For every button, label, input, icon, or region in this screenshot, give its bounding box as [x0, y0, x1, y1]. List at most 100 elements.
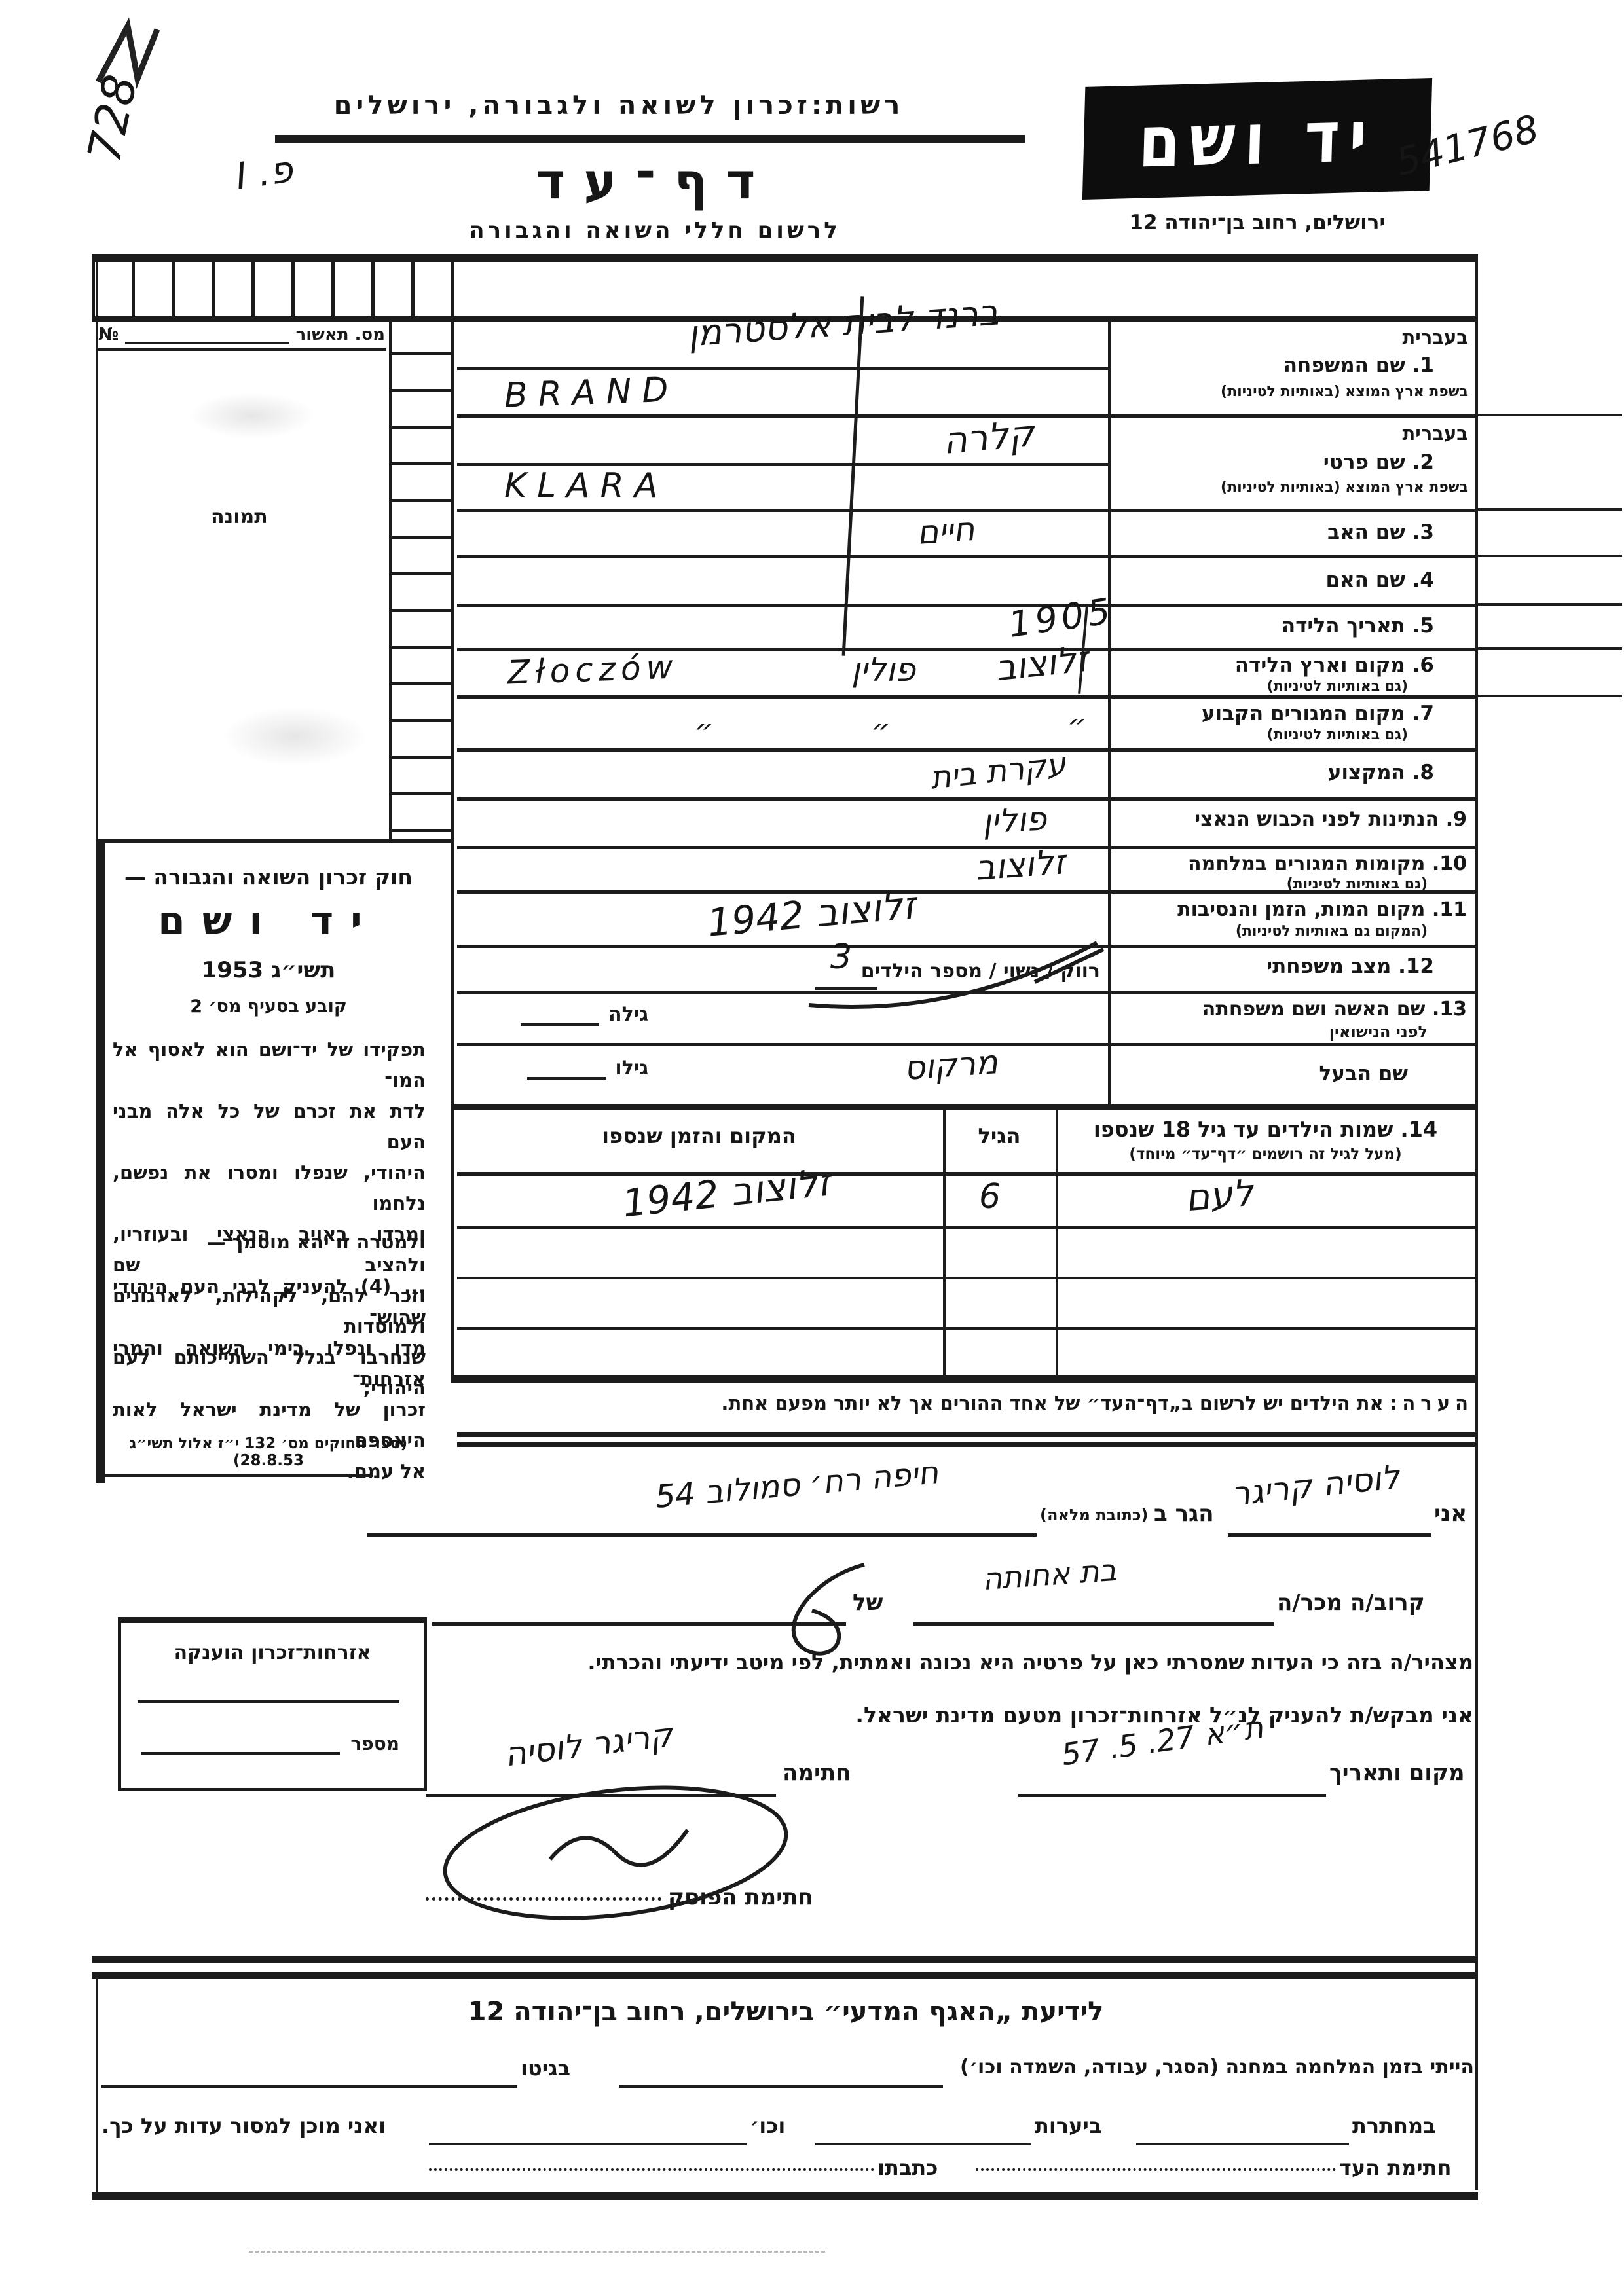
witness-signature-bottom-label: חתימת העד — [1339, 2155, 1452, 2180]
law-p1-line: היהודי, שנפלו ומסרו את נפשם, נלחמו — [113, 1161, 426, 1214]
law-p1-line: לדת את זכרם של כל אלה מבני העם — [113, 1100, 426, 1153]
sidebar-separator-rule — [96, 839, 454, 843]
form-title: דף־עד — [536, 152, 774, 210]
row-rule — [457, 367, 1109, 370]
field6-sub: (גם באותיות לטיניות) — [1266, 678, 1408, 695]
field10-text: מקומות המגורים במלחמה — [1188, 852, 1426, 875]
law-p1-line: שנחרבו בגלל השתייכותם לעם היהודי; — [113, 1346, 426, 1399]
code-cells-strip — [92, 262, 452, 316]
birthplace-hebrew-handwritten: זלוצוב — [993, 638, 1090, 689]
grant-box-title: אזרחות־זכרון הוענקה — [174, 1641, 371, 1664]
section-double-rule-a — [92, 1956, 1478, 1963]
row-rule — [457, 748, 1475, 752]
grant-number-row: מספר — [138, 1733, 399, 1755]
law-p2-line: ... (4) להעניק לבני העם היהודי שהוש־ — [113, 1275, 426, 1328]
field3-label: 3. שם האב — [1327, 520, 1434, 544]
field10-num: 10. — [1431, 852, 1467, 875]
field5-num: 5. — [1412, 614, 1434, 638]
field3-text: שם האב — [1327, 520, 1405, 544]
address-blank — [367, 1533, 1037, 1537]
field5-text: תאריך הלידה — [1281, 614, 1405, 638]
row-rule — [457, 1043, 1475, 1046]
field1-label: 1. שם המשפחה — [1283, 354, 1434, 377]
birthplace-latin-handwritten: Złoczów — [507, 647, 679, 692]
field4-num: 4. — [1412, 568, 1434, 592]
underground-label: במחתרת — [1352, 2113, 1436, 2138]
logo-text: יד ושם — [1137, 94, 1377, 183]
scan-smudge — [223, 707, 367, 766]
approval-no-sign: № — [98, 325, 119, 344]
law-p1-line: תפקידו של יד־ושם הוא לאסוף אל המו־ — [113, 1038, 426, 1091]
ghetto-label: בגיטו — [521, 2056, 570, 2081]
law-paragraph-2: ... (4) להעניק לבני העם היהודי שהוש־ מדו… — [113, 1271, 426, 1487]
double-rule-a — [457, 1432, 1475, 1437]
table-header-names: 14. שמות הילדים עד גיל 18 שנספו (מעל לגיל… — [1061, 1117, 1470, 1163]
corner-number-handwritten: 728 — [77, 70, 148, 167]
field4-text: שם האם — [1325, 568, 1405, 592]
witness-signature-bottom-blank — [976, 2168, 1336, 2171]
law-p2-line: אל עמם. — [346, 1460, 426, 1482]
scan-smudge — [190, 393, 314, 439]
of-label: של — [853, 1590, 883, 1616]
field3-num: 3. — [1412, 520, 1434, 544]
citizenship-handwritten: פולין — [981, 799, 1048, 841]
camp-blank — [619, 2085, 943, 2088]
child-place-handwritten: זלוצוב 1942 — [620, 1159, 833, 1226]
field13-text: שם האשה ושם משפחתה — [1202, 998, 1426, 1021]
testify-label: ואני מוכן למסור עדות על כך. — [101, 2113, 386, 2138]
field10-sub: (גם באותיות לטיניות) — [1286, 876, 1428, 892]
form-subtitle: לרשום חללי השואה והגבורה — [469, 217, 841, 244]
father-name-handwritten: חיים — [915, 509, 976, 553]
note-label: הערה: — [1389, 1392, 1473, 1414]
margin-stub-rule — [1478, 555, 1622, 557]
place-date-label: מקום ותאריך — [1329, 1760, 1465, 1786]
approval-underline — [98, 348, 386, 351]
request-statement: אני מבקש/ת להעניק לנ״ל אזרחות־זכרון מטעם… — [855, 1702, 1473, 1728]
law-p2-line: זכרון של מדינת ישראל לאות היאספם — [113, 1398, 426, 1451]
note-text: את הילדים יש לרשום ב„דף־העד״ של אחד ההור… — [721, 1392, 1384, 1414]
grant-number-blank — [141, 1734, 341, 1755]
child-name-handwritten: לעם — [1183, 1171, 1255, 1220]
margin-stub-rule — [1478, 414, 1622, 416]
table-row-rule — [457, 1226, 1475, 1229]
approval-number-row: מס. תאשור № — [98, 321, 385, 344]
field2-lang: בעברית — [1402, 422, 1469, 445]
declare-statement: מצהיר/ה בזה כי העדות שמסרתי כאן על פרטיה… — [587, 1650, 1473, 1675]
table-row-rule — [457, 1327, 1475, 1330]
her-age-label: גילה — [608, 1003, 648, 1026]
surname-hebrew-handwritten: ברנד לבית אלסטרמן — [686, 291, 1000, 355]
signature-label: חתימה — [783, 1760, 851, 1786]
field11-sub: (המקום גם באותיות לטיניות) — [1235, 923, 1428, 939]
signature-blank — [426, 1794, 776, 1797]
table-col-rule — [943, 1104, 946, 1376]
ditto-mark: ״ — [1067, 707, 1087, 742]
row-rule — [457, 648, 1475, 651]
forests-blank — [815, 2143, 1031, 2145]
his-age-label: גילו — [615, 1057, 648, 1080]
forests-label: ביערות — [1035, 2113, 1102, 2138]
field6-label: 6. מקום וארץ הלידה — [1235, 653, 1434, 677]
field11-label: 11. מקום המות, הזמן והנסיבות — [1177, 898, 1467, 921]
row-rule — [457, 797, 1475, 801]
field11-text: מקום המות, הזמן והנסיבות — [1177, 898, 1426, 921]
address-paren-label: (כתובת מלאה) — [1040, 1506, 1149, 1524]
approval-label: מס. תאשור — [295, 325, 385, 344]
field5-label: 5. תאריך הלידה — [1282, 614, 1434, 638]
etc-label: וכו׳ — [750, 2113, 786, 2138]
agency-underline — [275, 135, 1025, 143]
field14-num: 14. — [1393, 1117, 1438, 1142]
table-row-rule — [457, 1277, 1475, 1279]
note-row: הערה: את הילדים יש לרשום ב„דף־העד״ של אח… — [458, 1392, 1473, 1414]
birth-country-handwritten: פולין — [851, 651, 916, 689]
law-paragraph-1: תפקידו של יד־ושם הוא לאסוף אל המו־ לדת א… — [113, 1034, 426, 1404]
field1-text: שם המשפחה — [1283, 354, 1405, 377]
relative-blank — [913, 1622, 1274, 1626]
label-column-rule — [1108, 319, 1111, 1104]
field13-num: 13. — [1431, 998, 1467, 1021]
declarant-name-blank — [1228, 1533, 1431, 1537]
husband-name-handwritten: מרקוס — [902, 1043, 999, 1087]
ditto-mark: ״ — [694, 712, 714, 748]
table-col-rule — [1056, 1104, 1058, 1376]
field2-sub: בשפת ארץ המוצא (באותיות לטיניות) — [1221, 479, 1468, 496]
